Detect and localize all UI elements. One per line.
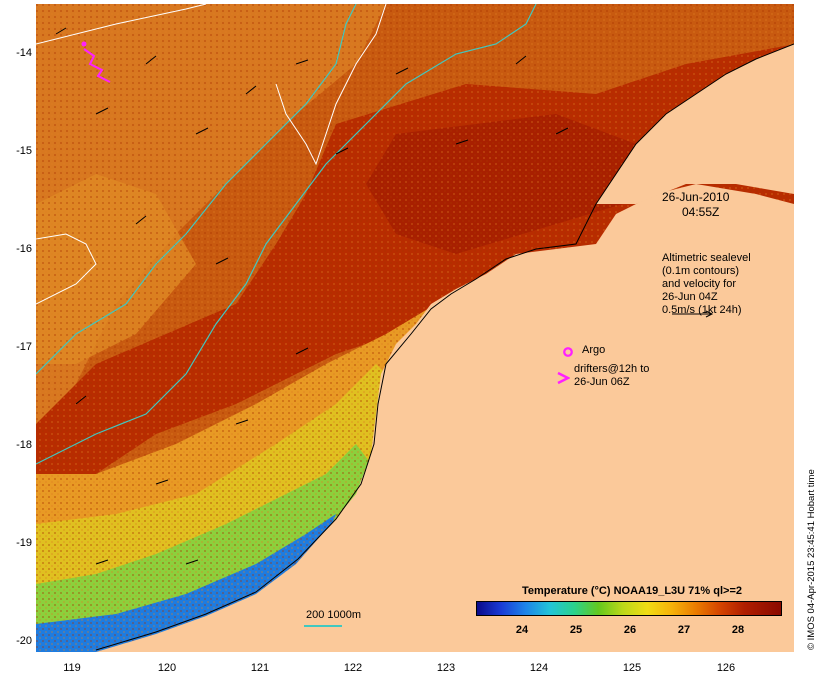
temperature-colorbar bbox=[476, 601, 782, 616]
coastline bbox=[95, 43, 794, 651]
lon-tick-label: 125 bbox=[622, 662, 642, 674]
lat-tick-label: -16 bbox=[16, 243, 32, 255]
lat-tick-label: -14 bbox=[16, 47, 32, 59]
drifter-legend-icon bbox=[557, 371, 570, 385]
colorbar-tick-label: 28 bbox=[731, 624, 745, 636]
colorbar-tick-label: 25 bbox=[569, 624, 583, 636]
imos-credit: © IMOS 04-Apr-2015 23:45:41 Hobart time bbox=[806, 469, 817, 650]
drifter-tracks bbox=[81, 41, 111, 83]
lon-tick-label: 122 bbox=[343, 662, 363, 674]
land-mass bbox=[96, 184, 794, 652]
sst-map[interactable] bbox=[36, 4, 794, 652]
altimetry-note: Altimetric sealevel (0.1m contours) and … bbox=[662, 252, 751, 316]
isobath-1000m-c bbox=[275, 4, 387, 166]
lon-tick-label: 123 bbox=[436, 662, 456, 674]
lon-tick-label: 119 bbox=[63, 662, 81, 674]
colorbar-tick-label: 27 bbox=[677, 624, 691, 636]
map-canvas bbox=[36, 4, 794, 652]
isobath-legend-line bbox=[304, 625, 342, 627]
argo-label: Argo bbox=[582, 344, 606, 356]
lat-tick-label: -18 bbox=[16, 439, 32, 451]
lat-tick-label: -20 bbox=[16, 635, 32, 647]
isobath-200m-b bbox=[36, 4, 357, 375]
lat-tick-label: -17 bbox=[16, 341, 32, 353]
land-kimberley bbox=[596, 44, 794, 204]
velocity-scale-arrow bbox=[672, 310, 714, 318]
lon-tick-label: 121 bbox=[250, 662, 270, 674]
isobath-1000m-b bbox=[36, 4, 207, 45]
peninsula-dampier bbox=[456, 289, 506, 384]
velocity-arrows bbox=[55, 27, 569, 565]
lon-tick-label: 120 bbox=[157, 662, 177, 674]
isobath-legend-label: 200 1000m bbox=[306, 609, 362, 621]
lon-tick-label: 124 bbox=[529, 662, 549, 674]
colorbar-title: Temperature (°C) NOAA19_L3U 71% ql>=2 bbox=[522, 585, 742, 597]
lon-tick-label: 126 bbox=[716, 662, 736, 674]
lat-tick-label: -19 bbox=[16, 537, 32, 549]
lat-tick-label: -15 bbox=[16, 145, 32, 157]
drifters-label: drifters@12h to 26-Jun 06Z bbox=[574, 363, 650, 388]
colorbar-tick-label: 26 bbox=[623, 624, 637, 636]
map-time: 04:55Z bbox=[682, 205, 720, 219]
argo-legend-icon bbox=[563, 347, 573, 357]
isobath-1000m bbox=[36, 233, 97, 305]
colorbar-tick-label: 24 bbox=[515, 624, 529, 636]
map-date: 26-Jun-2010 bbox=[662, 190, 730, 204]
isobath-200m bbox=[36, 4, 537, 465]
